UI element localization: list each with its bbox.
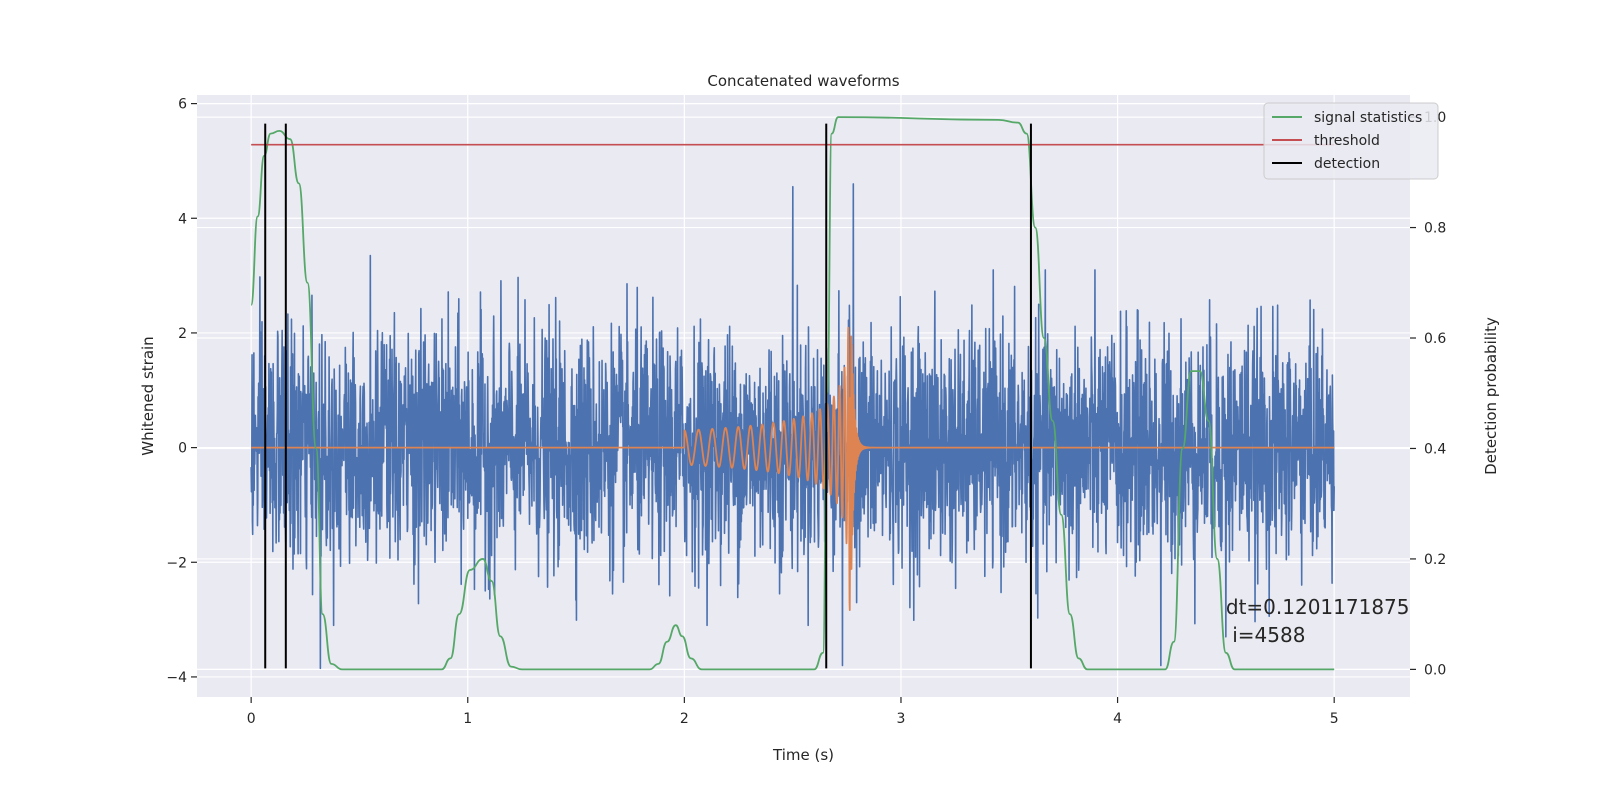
y-tick-label: 4 [178,211,187,227]
y-right-tick-label: 0.4 [1424,441,1446,457]
x-axis-label: Time (s) [772,746,834,764]
chirp-line [250,326,1335,611]
chirp-series [250,326,1335,611]
chart-title: Concatenated waveforms [707,72,899,90]
annotation: dt=0.1201171875 i=4588 [1226,595,1410,647]
x-tick-label: 3 [897,711,906,727]
x-tick-label: 5 [1330,711,1339,727]
noise-line [250,183,1335,670]
annotation-index: i=4588 [1226,623,1306,647]
y-axis-left: −4 −2 0 2 4 6 [166,97,197,686]
legend-label: detection [1314,156,1380,172]
y-right-tick-label: 0.0 [1424,662,1446,678]
x-tick-label: 4 [1113,711,1122,727]
signal-statistics-series [250,116,1335,671]
legend-box [1263,102,1439,180]
x-tick-label: 2 [680,711,689,727]
legend-label: signal statistics [1314,110,1422,126]
x-axis: 0 1 2 3 4 5 [247,697,1339,727]
x-tick-label: 0 [247,711,256,727]
detection-series [264,123,1032,669]
y-right-tick-label: 0.2 [1424,552,1446,568]
y-tick-label: 2 [178,326,187,342]
y-right-tick-label: 0.6 [1424,331,1446,347]
y-tick-label: −2 [166,555,187,571]
noise-series [250,183,1335,670]
y-right-tick-label: 0.8 [1424,221,1446,237]
y-tick-label: 6 [178,97,187,113]
legend: signal statistics threshold detection [1263,102,1439,180]
y-axis-right-label: Detection probability [1482,317,1500,475]
y-axis-label: Whitened strain [139,336,157,455]
y-tick-label: −4 [166,670,187,686]
y-axis-right: 0.00.20.40.60.81.0 [1410,110,1446,678]
x-tick-label: 1 [463,711,472,727]
legend-label: threshold [1314,133,1380,149]
y-tick-label: 0 [178,441,187,457]
signal-statistics-line [250,116,1335,671]
annotation-dt: dt=0.1201171875 [1226,595,1410,619]
